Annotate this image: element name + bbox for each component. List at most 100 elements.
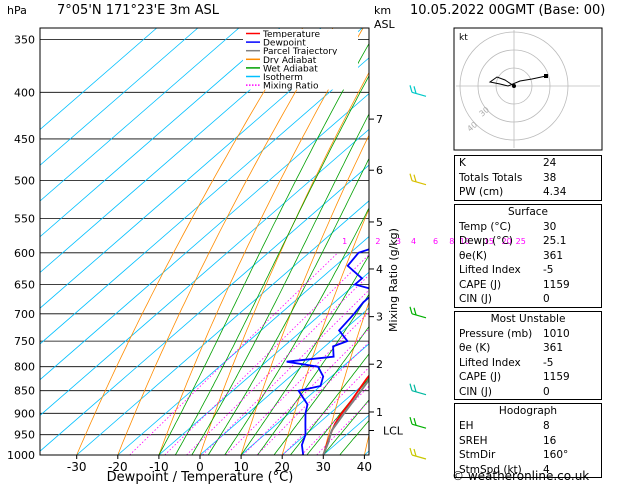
wind-barb	[409, 173, 413, 181]
dry-adiabat-line	[281, 208, 369, 455]
isotherm-line	[40, 28, 322, 274]
surface-row: CAPE (J) 1159	[459, 278, 570, 291]
isotherm-line	[40, 28, 240, 202]
isotherm-line	[240, 343, 369, 455]
mixing-ratio-label: 1	[342, 237, 347, 246]
wet-adiabat-line	[273, 325, 369, 455]
wet-adiabat-line	[207, 157, 369, 455]
profile-lines	[286, 248, 369, 455]
index-row: PW (cm) 4.34	[459, 186, 567, 198]
wet-adiabat-line	[174, 75, 369, 455]
mixing-ratio-label: 20	[502, 237, 512, 246]
dry-adiabat-line	[158, 28, 364, 455]
hodograph: kt 30 40	[453, 27, 603, 151]
hodograph-row: SREH 16	[459, 434, 557, 447]
wind-barb	[409, 306, 413, 314]
mixing-ratio-label: 10	[460, 237, 470, 246]
most-unstable-row: Pressure (mb) 1010	[459, 327, 570, 340]
pressure-tick-label: 600	[14, 247, 35, 260]
hodograph-row: EH 8	[459, 420, 550, 432]
wind-barb	[409, 383, 413, 391]
isotherm-line	[40, 28, 363, 309]
isotherm-line	[199, 307, 369, 455]
mixing-ratio-line	[256, 341, 369, 455]
pressure-tick-label: 750	[14, 335, 35, 348]
wind-barb	[411, 180, 427, 186]
isotherm-line	[40, 128, 369, 416]
most-unstable-row: Lifted Index -5	[459, 356, 554, 369]
hodograph-end-marker	[544, 74, 548, 78]
km-tick-label: 6	[376, 164, 383, 177]
hodograph-table: Hodograph EH 8 SREH 16 StmDir 160° StmSpd (…	[454, 403, 602, 478]
mixing-ratio-label: 8	[449, 237, 454, 246]
indices-panel: K 24 Totals Totals 38 PW (cm) 4.34 Surface …	[454, 155, 602, 481]
wind-barb	[413, 417, 417, 426]
surface-table: Surface Temp (°C) 30 Dewp (°C) 25.1 θe(K) 3…	[454, 203, 602, 308]
mixing-ratio-label: 6	[433, 237, 438, 246]
wet-adiabat-line	[191, 113, 369, 455]
surface-row: Dewp (°C) 25.1	[459, 235, 567, 247]
km-tick-label: 7	[376, 113, 383, 126]
pressure-tick-label: 1000	[7, 449, 35, 462]
dry-adiabat-line	[611, 16, 629, 455]
wind-barb	[409, 416, 413, 425]
km-tick-label: 2	[376, 358, 383, 371]
x-tick-label: 30	[316, 460, 331, 474]
isotherm-line	[40, 28, 281, 238]
pressure-tick-label: 800	[14, 361, 35, 374]
wind-barbs	[409, 85, 427, 460]
km-label: km	[374, 4, 391, 17]
km-tick-label: 1	[376, 406, 383, 419]
km-tick-label: 4	[376, 263, 383, 276]
pressure-tick-label: 900	[14, 407, 35, 420]
datetime-title: 10.05.2022 00GMT (Base: 00)	[410, 3, 606, 18]
x-tick-label: -10	[149, 460, 169, 474]
mixing-ratio-label: 15	[484, 237, 494, 246]
x-axis-label: Dewpoint / Temperature (°C)	[107, 470, 294, 485]
km-tick-label: 5	[376, 216, 383, 229]
axes: 3504004505005506006507007508008509009501…	[7, 33, 404, 474]
wet-adiabat-line	[240, 254, 369, 455]
pressure-tick-label: 450	[14, 133, 35, 146]
mixing-ratio-label: 4	[411, 237, 416, 246]
pressure-tick-label: 850	[14, 385, 35, 398]
x-tick-label: -30	[67, 460, 87, 474]
series-line-parcel-trajectory	[322, 378, 369, 455]
isotherm-line	[40, 164, 369, 452]
mixing-ratio-line	[129, 252, 339, 455]
isotherm-line	[40, 28, 199, 166]
mixing-ratio-line	[225, 311, 369, 455]
isotherm-line	[76, 200, 369, 455]
wet-adiabat-line	[257, 293, 369, 455]
dry-adiabat-line	[240, 134, 369, 455]
wind-barb	[413, 307, 417, 315]
legend-entry: Wet Adiabat	[263, 64, 318, 74]
wind-barb	[411, 91, 427, 97]
legend-entry: Parcel Trajectory	[263, 47, 338, 57]
hodograph-center	[512, 84, 516, 88]
hodograph-title: Hodograph	[498, 405, 558, 417]
x-tick-label: 40	[357, 460, 372, 474]
isotherm-line	[40, 93, 369, 381]
copyright: © weatheronline.co.uk	[452, 469, 590, 483]
most-unstable-row: CIN (J) 0	[459, 385, 550, 398]
mixing-ratio-label: 3	[396, 237, 401, 246]
wind-barb	[409, 447, 413, 456]
legend-entry: Dry Adiabat	[263, 56, 317, 66]
legend-bg	[243, 29, 358, 38]
background-lines	[40, 16, 629, 455]
mixing-ratio-line	[164, 254, 369, 455]
location-title: 7°05'N 171°23'E 3m ASL	[57, 3, 219, 18]
wind-barb	[411, 423, 427, 429]
isotherm-line	[158, 271, 369, 455]
wind-barb	[413, 384, 417, 392]
legend-bg	[243, 37, 358, 47]
most-unstable-row: CAPE (J) 1159	[459, 371, 570, 383]
most-unstable-table: Most Unstable Pressure (mb) 1010 θe (K) 36…	[454, 310, 602, 400]
legend-bg	[243, 80, 358, 90]
x-tick-label: 10	[233, 460, 248, 474]
pressure-tick-label: 650	[14, 278, 35, 291]
pressure-tick-label: 350	[14, 33, 35, 46]
pressure-tick-label: 700	[14, 308, 35, 321]
